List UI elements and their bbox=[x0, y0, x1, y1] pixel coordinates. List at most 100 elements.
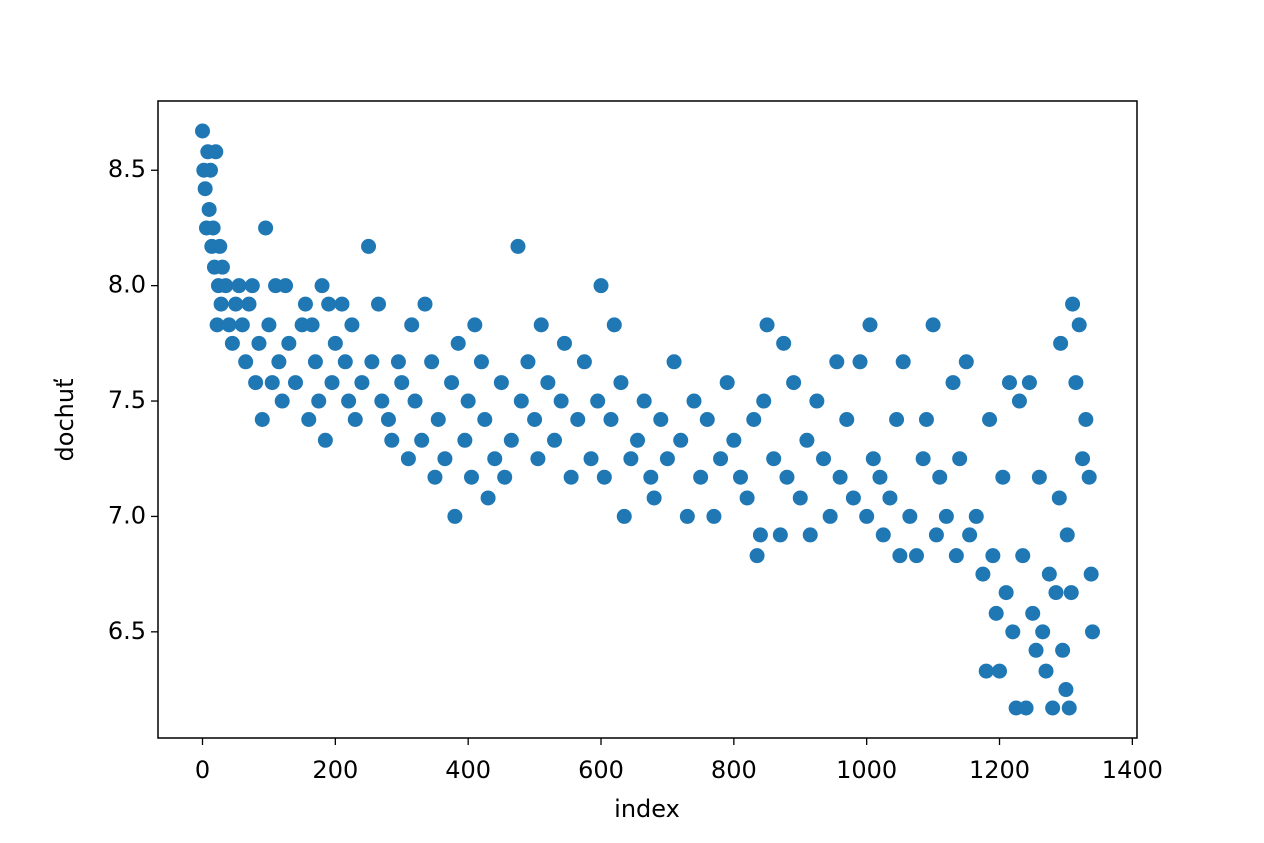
point bbox=[713, 451, 729, 467]
point bbox=[241, 296, 257, 312]
point bbox=[264, 375, 280, 391]
point bbox=[467, 317, 483, 333]
point bbox=[630, 432, 646, 448]
point bbox=[982, 412, 998, 427]
point bbox=[766, 451, 782, 467]
point bbox=[666, 354, 682, 370]
point bbox=[487, 451, 503, 467]
point bbox=[380, 412, 396, 427]
x-tick-label: 200 bbox=[312, 756, 358, 784]
point bbox=[556, 335, 572, 351]
x-tick-label: 1400 bbox=[1102, 756, 1163, 784]
point bbox=[1035, 624, 1051, 640]
point bbox=[364, 354, 380, 370]
point bbox=[968, 508, 984, 524]
point bbox=[1075, 451, 1091, 467]
point bbox=[948, 548, 964, 564]
y-axis-label: dochuť bbox=[51, 379, 79, 462]
point bbox=[430, 412, 446, 427]
point bbox=[304, 317, 320, 333]
point bbox=[749, 548, 765, 564]
point bbox=[816, 451, 832, 467]
point bbox=[928, 527, 944, 543]
point bbox=[324, 375, 340, 391]
point bbox=[1028, 642, 1044, 658]
point bbox=[371, 296, 387, 312]
point bbox=[563, 469, 579, 485]
point bbox=[759, 317, 775, 333]
point bbox=[321, 296, 337, 312]
point bbox=[447, 508, 463, 524]
point bbox=[938, 508, 954, 524]
point bbox=[354, 375, 370, 391]
point bbox=[739, 490, 755, 506]
point bbox=[752, 527, 768, 543]
point bbox=[414, 432, 430, 448]
x-tick-label: 1000 bbox=[836, 756, 897, 784]
point bbox=[1018, 700, 1034, 716]
point bbox=[1053, 335, 1069, 351]
point bbox=[480, 490, 496, 506]
point bbox=[1031, 469, 1047, 485]
point bbox=[915, 451, 931, 467]
point bbox=[659, 451, 675, 467]
point bbox=[1063, 585, 1079, 601]
point bbox=[908, 548, 924, 564]
point bbox=[404, 317, 420, 333]
point bbox=[1055, 642, 1071, 658]
point bbox=[547, 432, 563, 448]
point bbox=[520, 354, 536, 370]
point bbox=[686, 393, 702, 409]
x-tick-label: 800 bbox=[711, 756, 757, 784]
point bbox=[540, 375, 556, 391]
point bbox=[732, 469, 748, 485]
point bbox=[400, 451, 416, 467]
point bbox=[776, 335, 792, 351]
point bbox=[932, 469, 948, 485]
point bbox=[218, 278, 234, 294]
point bbox=[1061, 700, 1077, 716]
point bbox=[317, 432, 333, 448]
point bbox=[424, 354, 440, 370]
point bbox=[394, 375, 410, 391]
point bbox=[281, 335, 297, 351]
point bbox=[613, 375, 629, 391]
point bbox=[361, 238, 377, 254]
y-tick-label: 6.5 bbox=[108, 617, 146, 645]
point bbox=[278, 278, 294, 294]
point bbox=[998, 585, 1014, 601]
point bbox=[221, 317, 237, 333]
point bbox=[918, 412, 934, 427]
point bbox=[653, 412, 669, 427]
point bbox=[606, 317, 622, 333]
point bbox=[271, 354, 287, 370]
point bbox=[244, 278, 260, 294]
plot-frame bbox=[157, 100, 1138, 739]
y-tick-label: 8.0 bbox=[108, 271, 146, 299]
point bbox=[1071, 317, 1087, 333]
point bbox=[845, 490, 861, 506]
point bbox=[1083, 566, 1099, 582]
point bbox=[297, 296, 313, 312]
point bbox=[427, 469, 443, 485]
point bbox=[952, 451, 968, 467]
point bbox=[437, 451, 453, 467]
point bbox=[337, 354, 353, 370]
point bbox=[646, 490, 662, 506]
point bbox=[1059, 527, 1075, 543]
point bbox=[882, 490, 898, 506]
point bbox=[251, 335, 267, 351]
point bbox=[596, 469, 612, 485]
point bbox=[809, 393, 825, 409]
point bbox=[254, 412, 270, 427]
point bbox=[576, 354, 592, 370]
point bbox=[450, 335, 466, 351]
point bbox=[1085, 624, 1100, 640]
point bbox=[1081, 469, 1097, 485]
point bbox=[706, 508, 722, 524]
point bbox=[945, 375, 961, 391]
point bbox=[457, 432, 473, 448]
point bbox=[746, 412, 762, 427]
point bbox=[503, 432, 519, 448]
point bbox=[444, 375, 460, 391]
